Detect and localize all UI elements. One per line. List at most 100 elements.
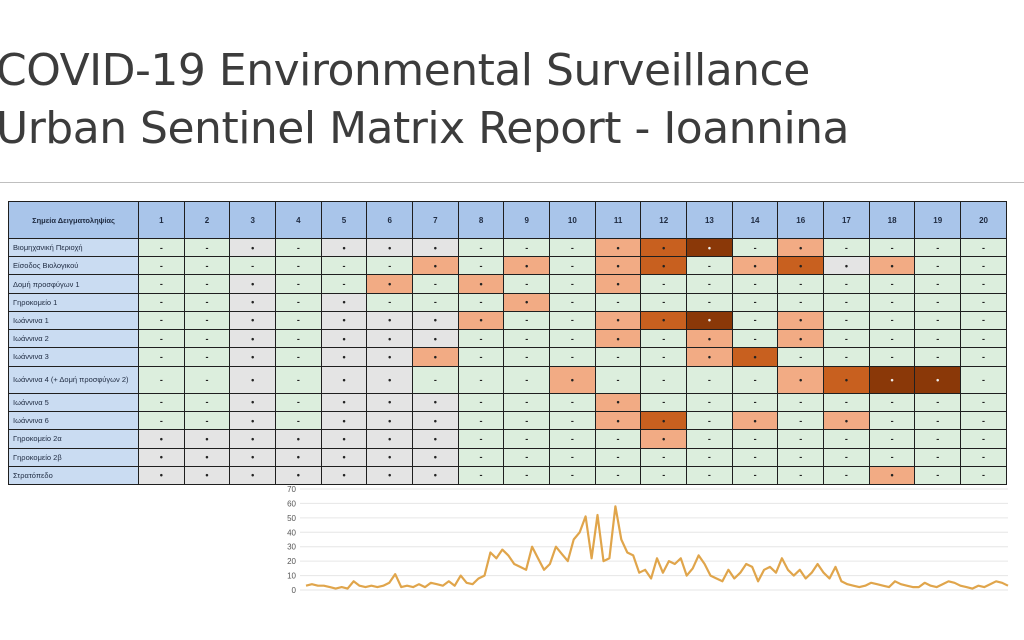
matrix-cell: - (503, 447, 551, 467)
matrix-cell: • (183, 429, 231, 449)
column-header-1: 1 (138, 201, 185, 239)
matrix-cell: • (229, 347, 277, 367)
matrix-cell: - (412, 365, 459, 394)
matrix-cell: - (594, 365, 642, 394)
matrix-cell: - (777, 274, 825, 294)
column-header-17: 17 (823, 201, 870, 239)
matrix-row: Γηροκομείο 1- - • - • - - - • - - - - - - - - - - (8, 292, 1007, 312)
matrix-cell: • (777, 310, 825, 331)
matrix-cell: - (731, 274, 779, 294)
matrix-cell: • (412, 237, 459, 258)
matrix-cell: • (823, 365, 870, 394)
matrix-cell: • (594, 329, 642, 349)
column-header-5: 5 (320, 201, 368, 239)
matrix-cell: • (320, 347, 368, 367)
matrix-cell: • (183, 447, 231, 467)
matrix-cell: - (686, 274, 733, 294)
matrix-cell: - (731, 237, 779, 258)
matrix-cell: - (686, 429, 733, 449)
matrix-cell: - (138, 347, 185, 367)
matrix-cell: • (412, 411, 459, 431)
matrix-cell: - (868, 411, 916, 431)
matrix-cell: - (549, 292, 596, 312)
matrix-cell: • (640, 256, 688, 276)
matrix-cell: • (229, 447, 277, 467)
matrix-cell: - (320, 256, 368, 276)
matrix-cell: - (868, 429, 916, 449)
matrix-cell: • (731, 347, 779, 367)
matrix-cell: • (366, 347, 414, 367)
matrix-cell: - (914, 310, 962, 331)
column-header-10: 10 (549, 201, 596, 239)
matrix-cell: - (686, 465, 733, 486)
column-header-4: 4 (275, 201, 322, 239)
matrix-cell: • (366, 274, 414, 294)
matrix-cell: - (183, 365, 231, 394)
matrix-cell: - (503, 465, 551, 486)
matrix-cell: - (275, 292, 322, 312)
y-tick-label: 70 (287, 486, 296, 494)
matrix-cell: • (640, 237, 688, 258)
matrix-cell: • (412, 310, 459, 331)
matrix-cell: - (960, 274, 1007, 294)
chart-gridlines (300, 488, 1008, 591)
matrix-cell: • (412, 465, 459, 486)
matrix-cell: • (777, 365, 825, 394)
column-header-7: 7 (412, 201, 459, 239)
matrix-cell: - (183, 256, 231, 276)
column-header-11: 11 (594, 201, 642, 239)
matrix-cell: - (731, 292, 779, 312)
matrix-cell: - (457, 392, 505, 413)
matrix-cell: - (777, 465, 825, 486)
matrix-cell: - (138, 392, 185, 413)
matrix-cell: • (275, 429, 322, 449)
matrix-cell: - (868, 392, 916, 413)
matrix-cell: • (320, 329, 368, 349)
matrix-cell: • (320, 447, 368, 467)
matrix-cell: • (229, 411, 277, 431)
matrix-header-row: Σημεία Δειγματοληψίας 1 2 3 4 5 6 7 8 9 10 11 12 13 1… (8, 201, 1007, 239)
matrix-cell: • (366, 392, 414, 413)
matrix-cell: - (183, 329, 231, 349)
matrix-cell: - (275, 237, 322, 258)
matrix-cell: • (868, 465, 916, 486)
matrix-cell: - (457, 429, 505, 449)
matrix-cell: • (320, 310, 368, 331)
matrix-cell: • (366, 310, 414, 331)
matrix-cell: - (731, 447, 779, 467)
matrix-cell: • (229, 292, 277, 312)
matrix-cell: • (412, 429, 459, 449)
matrix-cell: • (640, 310, 688, 331)
chart-y-tick-labels: 0 10 20 30 40 50 60 70 (287, 486, 296, 594)
matrix-cell: - (960, 292, 1007, 312)
matrix-cell: - (914, 292, 962, 312)
matrix-cell: • (412, 347, 459, 367)
title-line-2: Urban Sentinel Matrix Report - Ioannina (0, 103, 850, 154)
matrix-cell: • (503, 292, 551, 312)
matrix-cell: - (366, 256, 414, 276)
matrix-cell: - (640, 292, 688, 312)
matrix-cell: - (914, 447, 962, 467)
matrix-cell: - (275, 365, 322, 394)
matrix-cell: - (868, 347, 916, 367)
matrix-row: Γηροκομείο 2α • • • • • • • - - - - • - - - - - - - (8, 429, 1007, 449)
matrix-cell: - (777, 392, 825, 413)
matrix-cell: - (275, 392, 322, 413)
matrix-cell: - (823, 465, 870, 486)
matrix-cell: - (777, 447, 825, 467)
matrix-cell: • (320, 392, 368, 413)
matrix-cell: - (138, 237, 185, 258)
matrix-cell: • (868, 256, 916, 276)
matrix-cell: • (594, 256, 642, 276)
matrix-cell: - (138, 274, 185, 294)
matrix-cell: • (138, 465, 185, 486)
matrix-cell: • (686, 237, 733, 258)
matrix-cell: - (275, 411, 322, 431)
matrix-row: Γηροκομείο 2β • • • • • • • - - - - - - - - - - - - (8, 447, 1007, 467)
sentinel-matrix-table: Σημεία Δειγματοληψίας 1 2 3 4 5 6 7 8 9 10 11 12 13 1… (8, 201, 1007, 486)
matrix-cell: • (412, 329, 459, 349)
matrix-cell: - (549, 274, 596, 294)
site-label: Γηροκομείο 1 (8, 292, 139, 312)
matrix-cell: - (503, 411, 551, 431)
site-label: Ιωάννινα 3 (8, 347, 139, 367)
